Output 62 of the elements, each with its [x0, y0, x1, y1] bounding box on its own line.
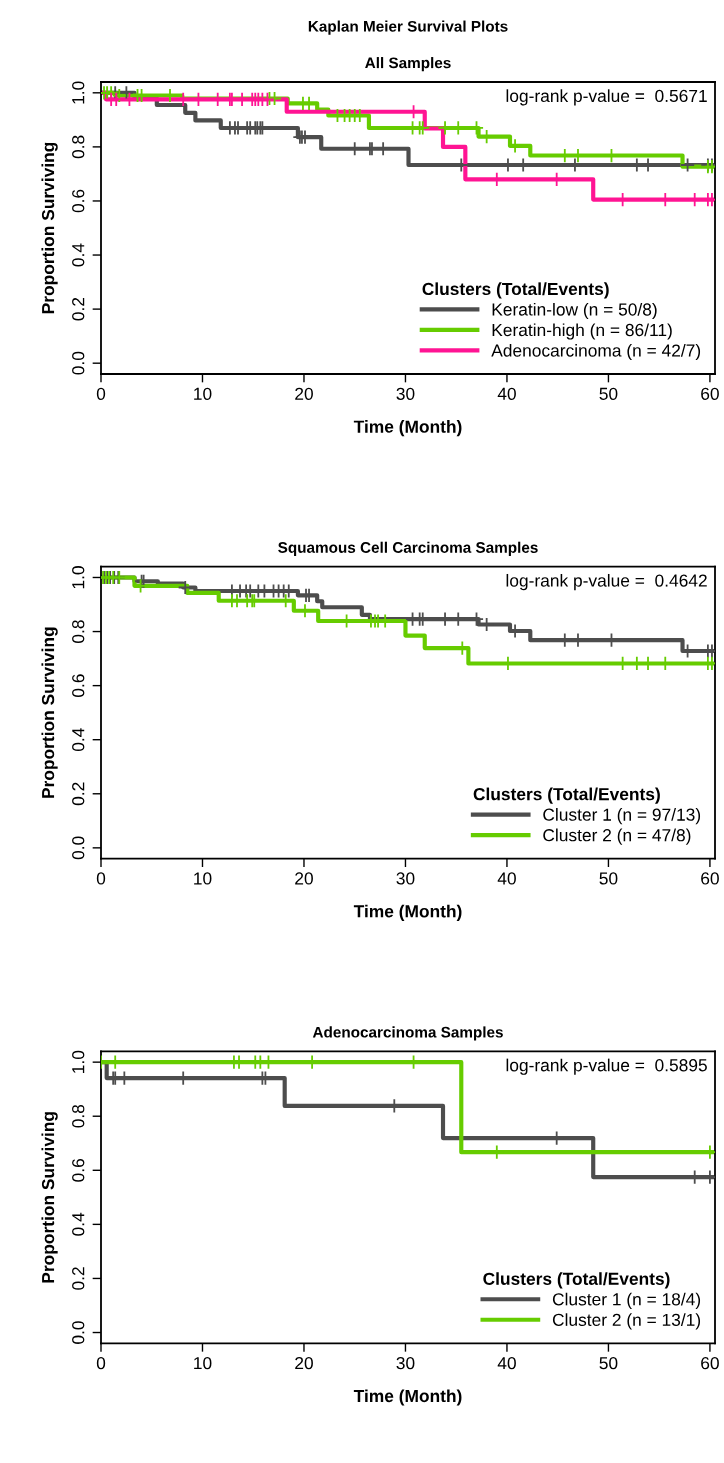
x-tick-label: 20: [295, 872, 313, 885]
chart-title: Adenocarcinoma Samples: [312, 1026, 503, 1041]
y-tick-label: 1.0: [72, 1050, 85, 1073]
x-tick-label: 0: [96, 1356, 106, 1370]
annotation: log-rank p-value = 0.5895: [506, 1058, 707, 1075]
x-tick-label: 10: [194, 387, 212, 400]
y-tick-label: 0.6: [72, 189, 85, 213]
y-tick-label: 0.8: [72, 1104, 85, 1128]
x-tick-label: 30: [396, 1356, 415, 1370]
y-tick-label: 0.8: [72, 620, 85, 643]
y-tick-label: 0.4: [72, 1212, 85, 1236]
y-tick-label: 0.8: [72, 135, 85, 159]
chart-subtitle: All Samples: [365, 57, 451, 72]
chart-title: Squamous Cell Carcinoma Samples: [278, 541, 538, 556]
legend-title: Clusters (Total/Events): [422, 282, 609, 299]
x-tick-label: 40: [497, 872, 516, 885]
legend-label: Cluster 2 (n = 13/1): [552, 1313, 701, 1330]
x-tick-label: 20: [295, 1356, 313, 1370]
y-tick-label: 1.0: [72, 81, 85, 104]
legend-label: Cluster 1 (n = 18/4): [552, 1292, 701, 1309]
x-tick-label: 30: [396, 387, 415, 400]
y-tick-label: 0.2: [72, 297, 85, 321]
y-tick-label: 0.4: [72, 243, 85, 267]
y-tick-label: 0.6: [72, 674, 85, 698]
x-axis-title: Time (Month): [353, 420, 462, 437]
legend-title: Clusters (Total/Events): [473, 787, 660, 804]
y-tick-label: 0.2: [72, 1267, 85, 1290]
y-tick-label: 0.0: [72, 836, 85, 860]
y-tick-label: 1.0: [72, 566, 85, 589]
x-tick-label: 30: [396, 872, 415, 885]
x-tick-label: 10: [194, 1356, 212, 1370]
y-tick-label: 0.0: [72, 351, 85, 375]
x-tick-label: 0: [96, 872, 106, 885]
x-tick-label: 60: [701, 872, 719, 885]
legend-label: Keratin-low (n = 50/8): [492, 302, 657, 320]
y-tick-label: 0.4: [72, 728, 85, 752]
x-axis-title: Time (Month): [353, 904, 462, 921]
legend-title: Clusters (Total/Events): [483, 1272, 670, 1289]
x-tick-label: 10: [194, 872, 212, 885]
x-tick-label: 40: [497, 1356, 516, 1370]
x-tick-label: 20: [295, 387, 313, 400]
x-tick-label: 50: [599, 1356, 618, 1370]
y-axis-title: Proportion Surviving: [41, 627, 58, 798]
chart-title: Kaplan Meier Survival Plots: [308, 20, 508, 35]
y-tick-label: 0.6: [72, 1158, 85, 1182]
x-tick-label: 60: [701, 387, 719, 400]
annotation: log-rank p-value = 0.5671: [506, 89, 707, 106]
x-tick-label: 50: [599, 387, 618, 400]
legend-label: Cluster 1 (n = 97/13): [543, 808, 701, 825]
annotation: log-rank p-value = 0.4642: [506, 573, 707, 591]
y-axis-title: Proportion Surviving: [41, 142, 58, 314]
x-tick-label: 60: [701, 1356, 719, 1370]
x-axis-title: Time (Month): [353, 1389, 462, 1406]
legend-label: Cluster 2 (n = 47/8): [543, 828, 691, 845]
legend-label: Adenocarcinoma (n = 42/7): [491, 343, 701, 361]
x-tick-label: 40: [497, 387, 516, 400]
x-tick-label: 50: [599, 872, 618, 885]
legend-label: Keratin-high (n = 86/11): [492, 323, 672, 340]
y-tick-label: 0.2: [72, 782, 85, 806]
y-axis-title: Proportion Surviving: [41, 1112, 58, 1283]
y-tick-label: 0.0: [72, 1321, 85, 1344]
x-tick-label: 0: [96, 387, 106, 400]
